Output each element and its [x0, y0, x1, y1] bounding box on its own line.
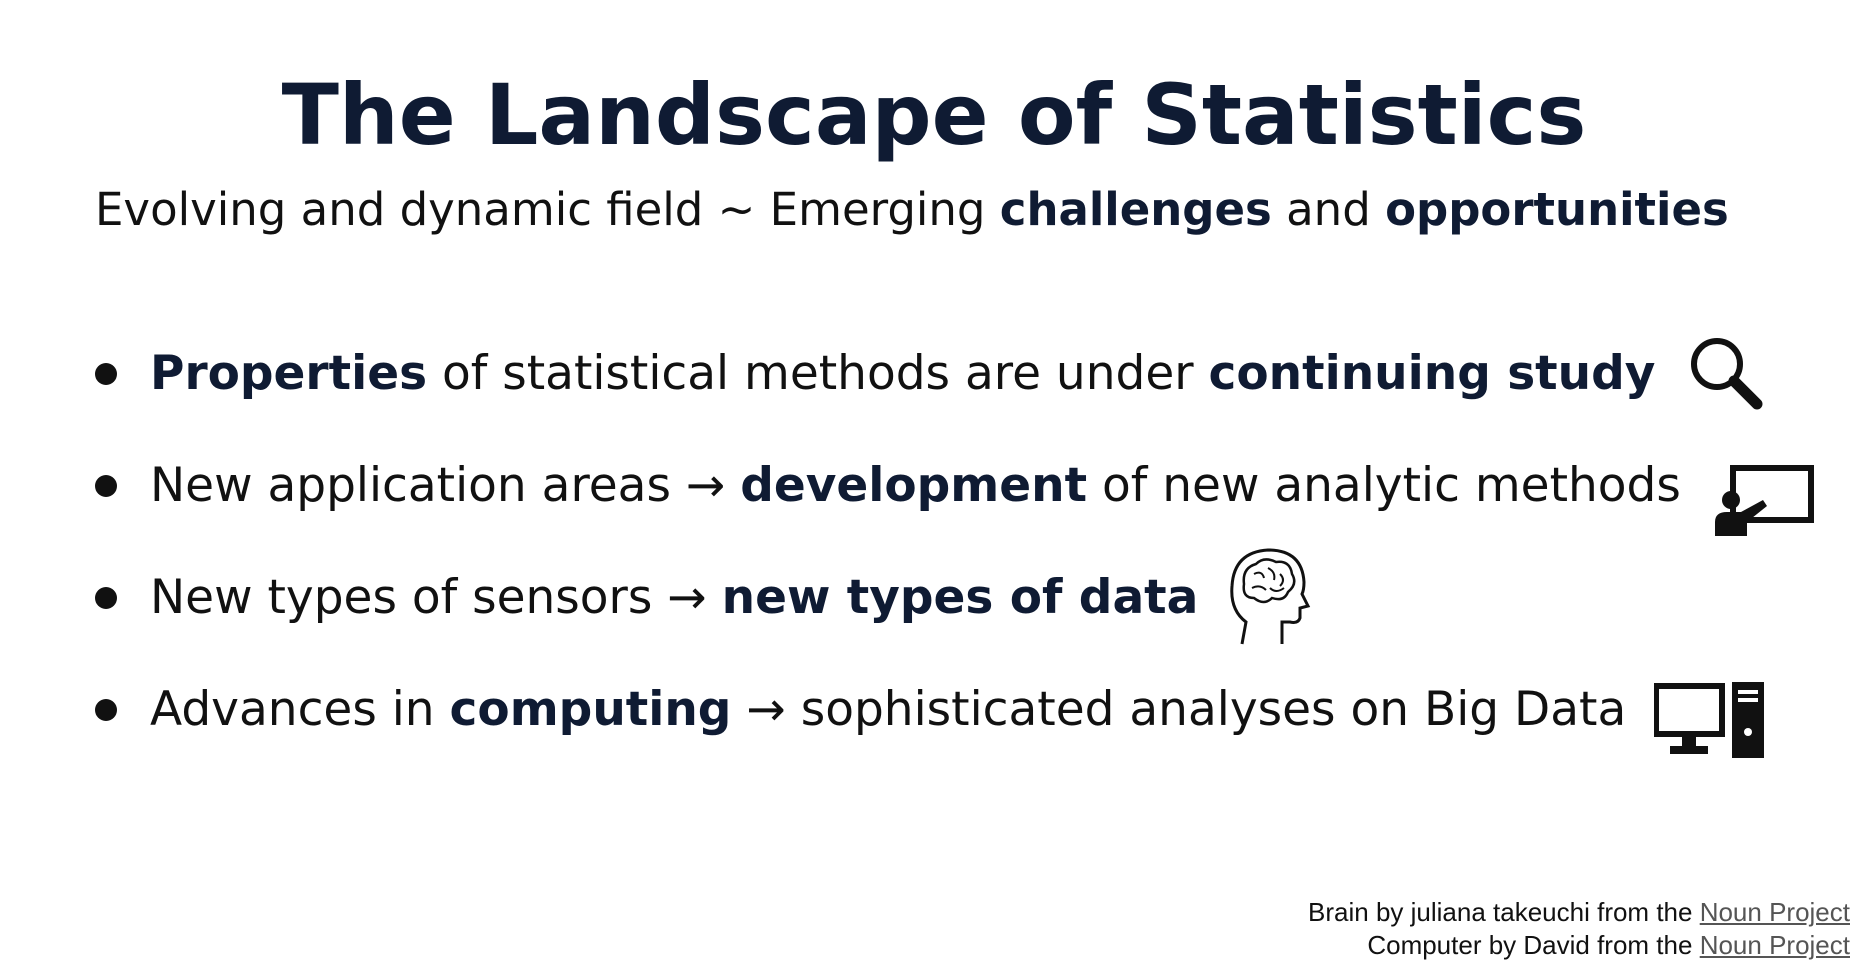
bullet-dot: [95, 699, 117, 721]
slide-title: The Landscape of Statistics: [281, 66, 1587, 164]
bullet-bold: development: [740, 458, 1088, 513]
bullet-bold: continuing study: [1208, 346, 1656, 401]
bullet-plain: New application areas →: [150, 458, 741, 513]
subtitle-bold-challenges: challenges: [999, 183, 1272, 236]
brain-head-icon: [1224, 544, 1314, 652]
bullet-text: Properties of statistical methods are un…: [150, 342, 1655, 406]
bullet-item-computing: Advances in computing → sophisticated an…: [95, 654, 1795, 766]
bullet-dot: [95, 363, 117, 385]
credit-line-computer: Computer by David from the Noun Project: [1150, 929, 1850, 962]
bullet-dot: [95, 587, 117, 609]
bullet-plain: New types of sensors →: [150, 570, 722, 625]
bullet-bold: computing: [449, 682, 732, 737]
bullet-plain: of statistical methods are under: [427, 346, 1209, 401]
desktop-computer-icon: [1653, 680, 1766, 764]
bullet-bold: Properties: [150, 346, 428, 401]
bullet-text: New types of sensors → new types of data: [150, 566, 1198, 630]
teacher-board-icon: [1711, 464, 1815, 544]
bullet-plain: → sophisticated analyses on Big Data: [731, 682, 1627, 737]
bullet-dot: [95, 475, 117, 497]
bullet-plain: of new analytic methods: [1087, 458, 1681, 513]
magnifier-icon: [1685, 332, 1765, 416]
bullet-item-properties: Properties of statistical methods are un…: [95, 318, 1795, 430]
credit-text: Brain by juliana takeuchi from the: [1308, 897, 1700, 927]
bullet-item-application-areas: New application areas → development of n…: [95, 430, 1814, 542]
subtitle-text-2: and: [1271, 183, 1386, 236]
bullet-list: Properties of statistical methods are un…: [95, 318, 1814, 766]
credit-text: Computer by David from the: [1367, 930, 1700, 960]
bullet-plain: Advances in: [150, 682, 450, 737]
subtitle-text-1: Evolving and dynamic field ~ Emerging: [95, 183, 1000, 236]
bullet-item-sensors: New types of sensors → new types of data: [95, 542, 1795, 654]
bullet-text: Advances in computing → sophisticated an…: [150, 678, 1626, 742]
bullet-bold: new types of data: [721, 570, 1199, 625]
noun-project-link[interactable]: Noun Project: [1699, 930, 1850, 960]
slide-subtitle: Evolving and dynamic field ~ Emerging ch…: [95, 178, 1729, 242]
noun-project-link[interactable]: Noun Project: [1699, 897, 1850, 927]
subtitle-bold-opportunities: opportunities: [1385, 183, 1729, 236]
credit-line-brain: Brain by juliana takeuchi from the Noun …: [1150, 896, 1850, 929]
image-credits: Brain by juliana takeuchi from the Noun …: [1150, 896, 1850, 962]
bullet-text: New application areas → development of n…: [150, 454, 1681, 518]
